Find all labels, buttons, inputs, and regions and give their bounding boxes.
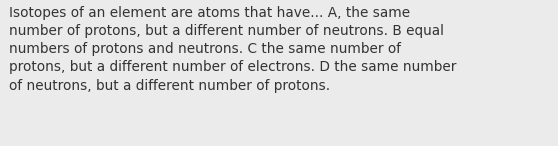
Text: Isotopes of an element are atoms that have... A, the same
number of protons, but: Isotopes of an element are atoms that ha… — [9, 6, 456, 93]
